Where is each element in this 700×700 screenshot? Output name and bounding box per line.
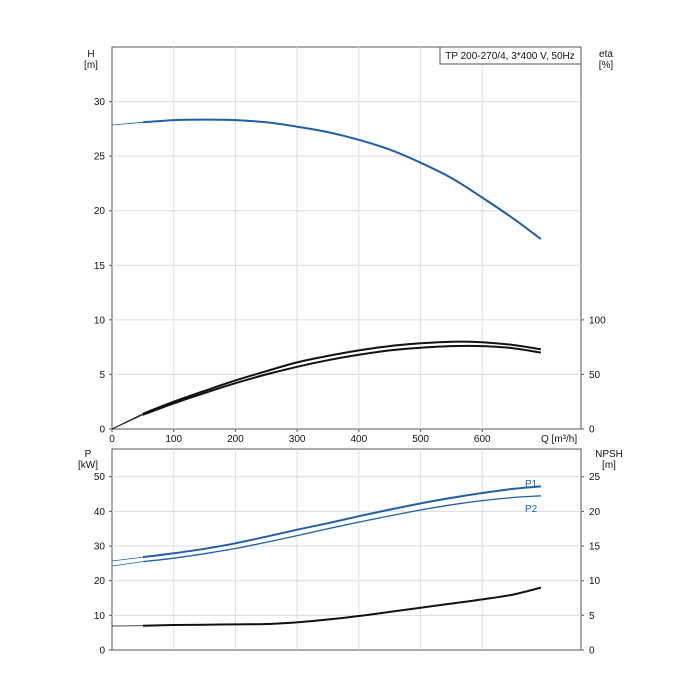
series-curve xyxy=(142,340,542,415)
curve-extension xyxy=(111,414,144,430)
top-x-ticks: 0 100 200 300 400 500 600 xyxy=(109,429,491,445)
right-tick-label: 0 xyxy=(589,646,595,657)
left-tick-label: 20 xyxy=(94,206,106,217)
title-box xyxy=(439,46,582,65)
p2-series-label: P2 xyxy=(525,504,538,515)
left-tick-label: 30 xyxy=(94,542,106,553)
x-tick-label: 300 xyxy=(289,434,306,445)
left-tick-label: 0 xyxy=(99,425,105,436)
power-axis-unit: [kW] xyxy=(78,460,98,471)
left-tick-label: 15 xyxy=(94,261,106,272)
x-tick-label: 0 xyxy=(109,434,115,445)
top-left-ticks: 0 5 10 15 20 25 30 xyxy=(94,97,112,436)
left-tick-label: 0 xyxy=(99,646,105,657)
left-tick-label: 10 xyxy=(94,611,106,622)
top-right-ticks: 0 50 100 xyxy=(581,315,606,436)
curve-extension xyxy=(111,556,143,562)
bottom-curves xyxy=(111,485,542,627)
left-tick-label: 5 xyxy=(99,370,105,381)
series-curve xyxy=(142,118,542,240)
p2-curve xyxy=(142,495,541,563)
flow-axis-label: Q [m³/h] xyxy=(541,434,577,445)
eta-axis-unit: [%] xyxy=(599,60,614,71)
chart-title: TP 200-270/4, 3*400 V, 50Hz xyxy=(445,51,575,62)
left-tick-label: 25 xyxy=(94,152,106,163)
curve-extension xyxy=(111,121,143,126)
right-tick-label: 50 xyxy=(589,370,601,381)
bottom-grid xyxy=(112,449,581,650)
x-tick-label: 200 xyxy=(227,434,244,445)
right-tick-label: 0 xyxy=(589,425,595,436)
series-curve xyxy=(142,344,542,416)
x-tick-label: 100 xyxy=(165,434,182,445)
curve-extension xyxy=(111,561,143,567)
right-tick-label: 20 xyxy=(589,507,601,518)
p1-series-label: P1 xyxy=(525,479,538,490)
x-tick-label: 600 xyxy=(474,434,491,445)
right-tick-label: 5 xyxy=(589,611,595,622)
right-tick-label: 100 xyxy=(589,315,606,326)
left-tick-label: 50 xyxy=(94,472,106,483)
bottom-plot-frame xyxy=(111,448,582,651)
top-curves xyxy=(111,118,542,430)
left-tick-label: 30 xyxy=(94,97,106,108)
head-axis-unit: [m] xyxy=(84,60,98,71)
top-plot-frame xyxy=(111,46,582,430)
head-axis-label: H xyxy=(87,49,94,60)
x-tick-label: 400 xyxy=(350,434,367,445)
right-tick-label: 25 xyxy=(589,472,601,483)
eta-axis-label: eta xyxy=(599,49,613,60)
left-tick-label: 20 xyxy=(94,576,106,587)
bottom-panel: 0 10 20 30 40 50 0 5 10 15 20 25 P [kW] NPSH [m] P… xyxy=(78,448,623,657)
left-tick-label: 10 xyxy=(94,315,106,326)
bottom-left-ticks: 0 10 20 30 40 50 xyxy=(94,472,112,657)
right-tick-label: 10 xyxy=(589,576,601,587)
npsh-axis-unit: [m] xyxy=(602,460,616,471)
right-tick-label: 15 xyxy=(589,542,601,553)
bottom-right-ticks: 0 5 10 15 20 25 xyxy=(581,472,601,657)
power-axis-label: P xyxy=(85,449,92,460)
series-curve xyxy=(142,586,542,627)
npsh-axis-label: NPSH xyxy=(595,449,623,460)
x-tick-label: 500 xyxy=(412,434,429,445)
left-tick-label: 40 xyxy=(94,507,106,518)
p1-curve xyxy=(142,485,541,559)
